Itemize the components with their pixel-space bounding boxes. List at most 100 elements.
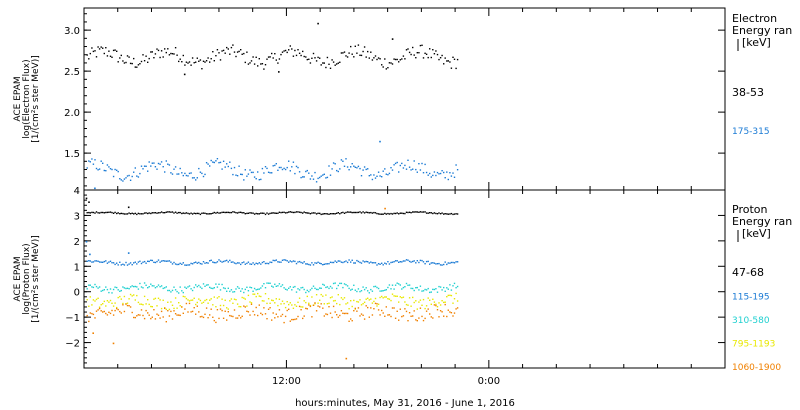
data-point (119, 261, 121, 263)
data-point (145, 55, 147, 57)
data-point (334, 282, 336, 284)
data-point (133, 285, 135, 288)
data-point (92, 163, 95, 165)
data-point (351, 305, 353, 308)
data-point (421, 315, 423, 318)
data-point (156, 260, 158, 263)
data-point (167, 260, 169, 262)
data-point (305, 56, 307, 58)
data-point (159, 56, 161, 59)
data-point (108, 291, 110, 294)
data-point (402, 55, 405, 57)
data-point (339, 314, 341, 317)
data-point (425, 305, 428, 307)
data-point (88, 260, 90, 262)
data-point (241, 53, 243, 55)
data-point (185, 212, 188, 214)
data-point (328, 63, 330, 65)
data-point (255, 306, 257, 309)
data-point (235, 174, 237, 176)
data-point (416, 260, 418, 262)
data-point (320, 175, 322, 177)
data-point (340, 282, 343, 285)
data-point (109, 260, 112, 262)
data-point (160, 285, 163, 287)
data-point (331, 168, 333, 170)
data-point (292, 211, 295, 214)
data-point (249, 212, 251, 214)
data-point (334, 213, 336, 215)
data-point (246, 51, 248, 53)
data-point (325, 177, 327, 179)
data-point (252, 290, 254, 292)
data-point (128, 305, 130, 307)
data-point (405, 282, 408, 285)
data-point (111, 168, 113, 171)
data-point (455, 213, 457, 215)
data-point (362, 169, 364, 171)
data-point (128, 288, 130, 290)
data-point (202, 212, 205, 214)
data-point (336, 287, 338, 290)
data-point (179, 286, 181, 288)
data-point (98, 261, 101, 263)
data-point (390, 212, 392, 215)
data-point (439, 304, 442, 306)
data-point (407, 284, 409, 286)
data-point (312, 304, 315, 306)
data-point (354, 289, 356, 291)
data-point (354, 262, 356, 264)
data-point (246, 262, 248, 265)
y-tick-label: 1.5 (64, 149, 80, 160)
data-point (230, 261, 233, 263)
data-point (199, 316, 202, 318)
data-point (202, 60, 205, 62)
data-point (328, 263, 330, 265)
data-point (404, 286, 406, 288)
data-point (412, 296, 414, 299)
data-point (229, 259, 231, 262)
data-point (326, 176, 329, 179)
data-point (252, 262, 254, 264)
data-point (258, 304, 260, 306)
data-point (353, 310, 355, 312)
data-point (111, 56, 113, 58)
data-point (422, 211, 425, 213)
data-point (117, 296, 119, 299)
data-point (136, 263, 138, 265)
data-point (308, 172, 310, 174)
data-point (450, 212, 453, 215)
data-point (322, 213, 324, 215)
data-point (164, 212, 166, 214)
data-point (213, 296, 215, 298)
data-point (425, 260, 428, 263)
data-point (230, 315, 233, 317)
data-point (165, 260, 167, 262)
data-point (384, 296, 386, 298)
data-point (351, 288, 353, 290)
data-point (139, 172, 141, 175)
data-point (339, 282, 341, 285)
data-point (379, 175, 381, 177)
data-point (357, 307, 360, 309)
legend-title-line: Energy ran (732, 24, 792, 37)
data-point (438, 302, 440, 304)
data-point (249, 62, 251, 64)
data-point (140, 213, 143, 215)
data-point (154, 212, 157, 214)
data-point (170, 291, 172, 293)
data-point (351, 53, 353, 55)
data-point (314, 287, 316, 289)
data-point (102, 289, 104, 292)
data-point (156, 168, 158, 170)
data-point (446, 60, 448, 62)
data-point (452, 302, 454, 304)
data-point (243, 52, 245, 55)
data-point (350, 45, 352, 48)
data-point (179, 262, 181, 265)
data-point (269, 307, 271, 309)
data-point (439, 286, 442, 288)
data-point (233, 211, 236, 213)
data-point (281, 313, 284, 316)
data-point (140, 60, 143, 63)
